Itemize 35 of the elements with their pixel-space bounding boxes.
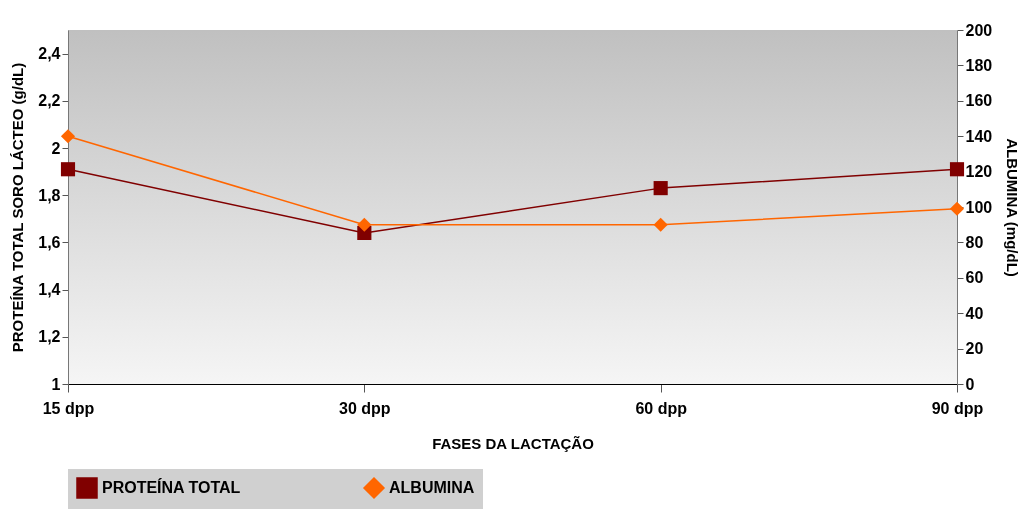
point xyxy=(653,181,668,196)
x-tick-label: 30 dpp xyxy=(339,399,391,417)
y2-tick-label: 80 xyxy=(965,233,984,251)
y-tick-label: 2,2 xyxy=(38,92,61,110)
x-tick-label: 90 dpp xyxy=(931,399,984,417)
y-tick-label: 1 xyxy=(51,375,61,393)
y2-tick-label: 160 xyxy=(965,92,993,110)
y-tick-label: 2 xyxy=(51,139,61,157)
y2-tick-label: 180 xyxy=(965,56,993,74)
legend-label: ALBUMINA xyxy=(389,479,475,496)
x-tick-label: 15 dpp xyxy=(42,399,95,417)
y-tick-label: 2,4 xyxy=(38,45,61,63)
y2-tick-label: 20 xyxy=(965,340,984,358)
y-tick-label: 1,2 xyxy=(38,328,61,346)
y2-tick-label: 40 xyxy=(965,304,984,322)
point xyxy=(357,217,372,232)
y2-axis-title: ALBUMINA (mg/dL) xyxy=(1004,138,1022,277)
y-tick-label: 1,8 xyxy=(38,186,61,204)
point xyxy=(949,201,965,216)
point xyxy=(949,162,965,177)
x-tick-label: 60 dpp xyxy=(635,399,688,417)
y-axis-title: PROTEÍNA TOTAL SORO LÁCTEO (g/dL) xyxy=(9,62,27,353)
y2-tick-label: 100 xyxy=(965,198,993,216)
y2-tick-label: 60 xyxy=(965,269,984,287)
legend-label: PROTEÍNA TOTAL xyxy=(102,478,241,496)
x-axis-title: FASES DA LACTAÇÃO xyxy=(432,434,595,452)
y2-tick-label: 0 xyxy=(965,375,975,393)
y-tick-label: 1,6 xyxy=(38,233,61,251)
y2-tick-label: 120 xyxy=(965,163,993,181)
point xyxy=(60,162,76,177)
point xyxy=(653,217,668,232)
y2-tick-label: 140 xyxy=(965,127,993,145)
point xyxy=(60,129,76,144)
y2-tick-label: 200 xyxy=(965,21,993,39)
y-tick-label: 1,4 xyxy=(38,281,61,299)
